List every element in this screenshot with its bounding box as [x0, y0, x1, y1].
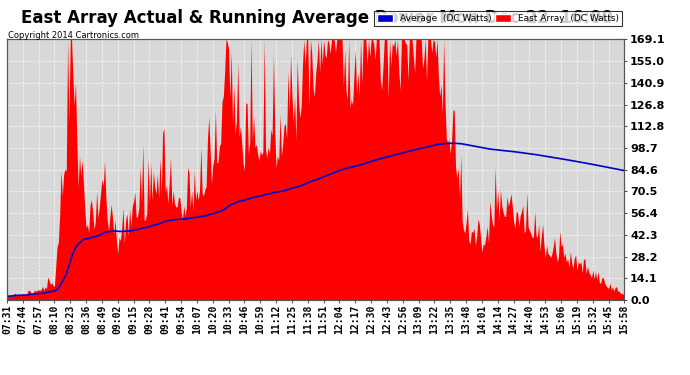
Text: Copyright 2014 Cartronics.com: Copyright 2014 Cartronics.com	[8, 31, 139, 40]
Text: East Array Actual & Running Average Power Mon Dec 22  16:00: East Array Actual & Running Average Powe…	[21, 9, 613, 27]
Legend: Average  (DC Watts), East Array  (DC Watts): Average (DC Watts), East Array (DC Watts…	[374, 11, 622, 26]
